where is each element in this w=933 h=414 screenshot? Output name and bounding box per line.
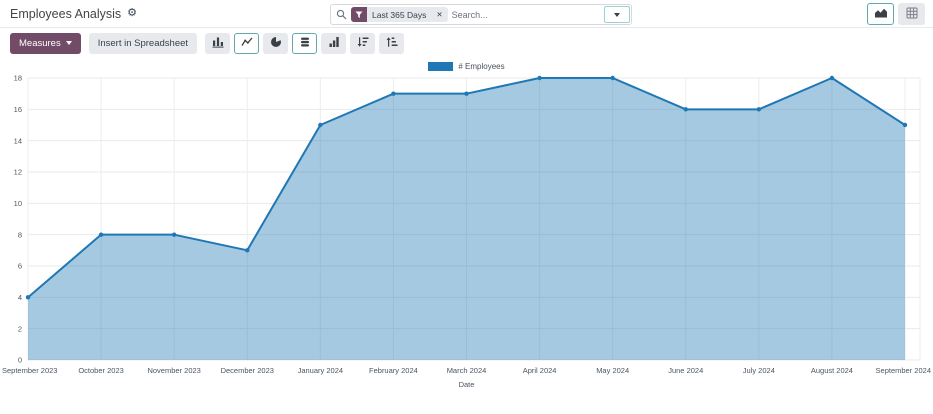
sort-desc-icon: [357, 36, 369, 51]
data-point: [318, 122, 323, 128]
x-axis-label: September 2024: [876, 366, 931, 375]
area-chart-icon: [874, 7, 888, 22]
bar-chart-icon: [212, 36, 224, 51]
x-axis-label: January 2024: [298, 366, 343, 375]
y-axis-label: 2: [18, 324, 22, 333]
data-point: [537, 75, 542, 81]
x-axis-label: June 2024: [668, 366, 703, 375]
chart-region: # Employees 0 2 4 6 8 10 12 14 16 18 September 202…: [0, 58, 933, 411]
data-point: [464, 91, 469, 96]
gear-icon[interactable]: ⚙: [127, 7, 138, 19]
pivot-view-button[interactable]: [898, 3, 925, 25]
stacked-icon: [299, 36, 311, 51]
bar-chart-button[interactable]: [205, 32, 231, 54]
sort-ascending-button[interactable]: [379, 32, 405, 54]
x-axis-label: December 2023: [221, 366, 274, 375]
x-axis-label: September 2023: [2, 366, 57, 375]
search-bar[interactable]: Last 365 Days ✕: [330, 4, 632, 25]
control-panel-header: Employees Analysis ⚙ Last 365 Days ✕: [0, 0, 933, 28]
y-axis-label: 0: [18, 356, 22, 365]
graph-view-button[interactable]: [867, 3, 894, 25]
view-switcher: [867, 3, 925, 25]
grid-icon: [906, 7, 918, 22]
chevron-down-icon: [65, 41, 72, 45]
stacked-button[interactable]: [292, 32, 318, 54]
y-axis-label: 6: [18, 262, 22, 271]
x-axis-label: October 2023: [78, 366, 123, 375]
y-axis-label: 8: [18, 230, 22, 239]
insert-in-spreadsheet-button[interactable]: Insert in Spreadsheet: [88, 32, 198, 54]
legend-label: # Employees: [458, 61, 505, 71]
pie-chart-icon: [270, 35, 282, 51]
y-axis-label: 14: [14, 136, 22, 145]
y-axis-label: 10: [14, 199, 22, 208]
data-point: [683, 107, 688, 112]
data-point: [829, 75, 835, 81]
search-facet: Last 365 Days ✕: [351, 7, 448, 22]
filter-icon: [351, 7, 367, 22]
chart-type-group: [205, 32, 405, 54]
chart-legend[interactable]: # Employees: [0, 58, 933, 74]
area-fill: [28, 78, 905, 360]
measures-button[interactable]: Measures: [10, 32, 81, 54]
data-point: [391, 91, 396, 96]
cumulative-button[interactable]: [321, 32, 347, 54]
search-icon: [336, 9, 347, 20]
data-point: [245, 248, 250, 253]
data-point: [610, 75, 615, 81]
y-axis-label: 12: [14, 168, 22, 177]
search-dropdown-toggle[interactable]: [604, 6, 630, 23]
x-axis-label: April 2024: [523, 366, 557, 375]
y-axis-label: 4: [18, 293, 22, 302]
data-point: [98, 232, 104, 237]
x-axis-label: February 2024: [369, 366, 418, 375]
x-axis-label: November 2023: [147, 366, 200, 375]
pie-chart-button[interactable]: [263, 32, 289, 54]
legend-swatch: [428, 61, 454, 71]
x-axis-label: March 2024: [447, 366, 487, 375]
line-chart-button[interactable]: [234, 32, 260, 54]
data-point: [25, 295, 31, 300]
y-axis-label: 18: [14, 74, 22, 83]
line-chart-icon: [240, 36, 253, 51]
x-axis-label: August 2024: [811, 366, 853, 375]
y-axis-label: 16: [14, 105, 22, 114]
data-point: [756, 107, 762, 112]
graph-toolbar: Measures Insert in Spreadsheet: [0, 28, 933, 58]
x-axis-title: Date: [459, 380, 475, 389]
measures-label: Measures: [19, 37, 61, 49]
data-point: [902, 122, 908, 128]
chevron-down-icon: [614, 12, 620, 17]
cumulative-icon: [328, 36, 340, 51]
x-axis-label: May 2024: [596, 366, 629, 375]
page-title: Employees Analysis: [10, 6, 122, 21]
data-point: [171, 232, 177, 237]
facet-label: Last 365 Days: [372, 9, 427, 20]
x-axis-label: July 2024: [743, 366, 775, 375]
sort-descending-button[interactable]: [350, 32, 376, 54]
search-input[interactable]: [447, 9, 604, 20]
employees-line-chart[interactable]: 0 2 4 6 8 10 12 14 16 18 September 2023 October 202…: [0, 74, 933, 409]
remove-facet-icon[interactable]: ✕: [436, 10, 443, 19]
sort-asc-icon: [386, 36, 398, 51]
